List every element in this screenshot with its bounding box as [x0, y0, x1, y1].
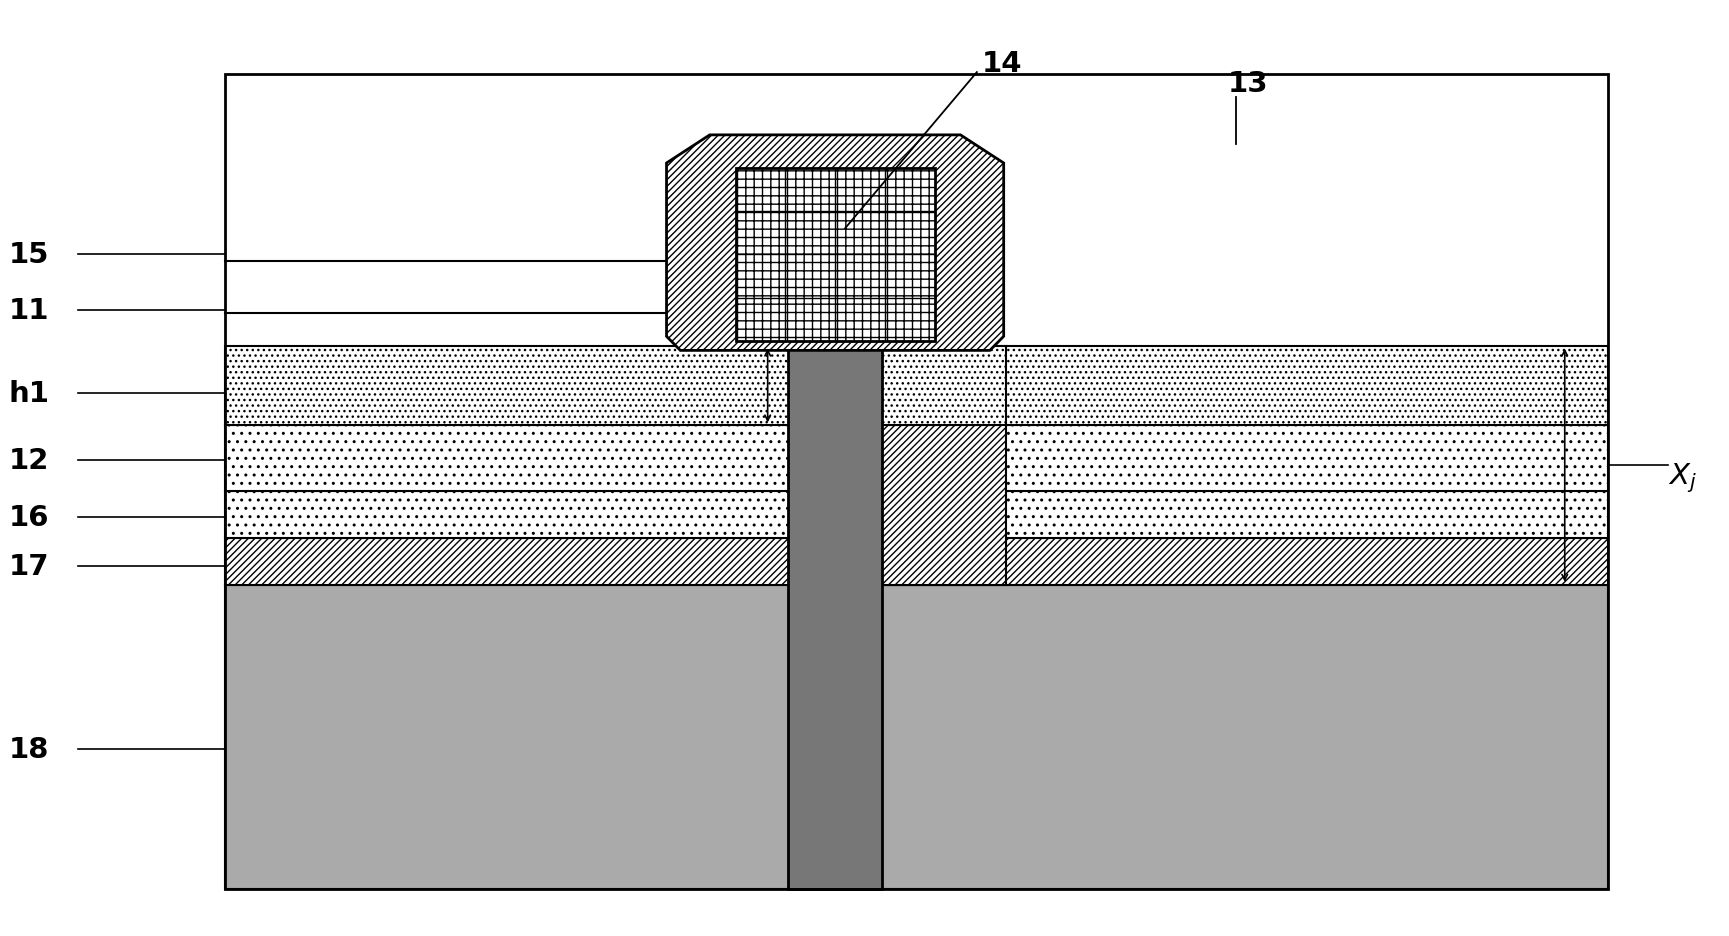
Bar: [882, 426, 1006, 585]
Text: 13: 13: [1228, 70, 1267, 98]
Text: 11: 11: [9, 297, 48, 325]
Text: h1: h1: [9, 379, 50, 407]
Text: 18: 18: [9, 735, 48, 763]
Text: $X_j$: $X_j$: [1668, 461, 1698, 494]
Bar: [225, 491, 1608, 538]
Text: 15: 15: [9, 241, 48, 269]
Text: 14: 14: [982, 50, 1022, 78]
Bar: [225, 585, 1608, 889]
Bar: [735, 168, 934, 342]
Bar: [225, 75, 1608, 889]
Text: 16: 16: [9, 504, 48, 532]
Text: 17: 17: [9, 552, 48, 580]
Bar: [788, 346, 882, 889]
Bar: [225, 538, 1608, 585]
Bar: [225, 346, 1608, 426]
Bar: [225, 426, 1608, 491]
Text: 12: 12: [9, 446, 48, 475]
Bar: [882, 346, 1006, 426]
Polygon shape: [666, 136, 1003, 351]
